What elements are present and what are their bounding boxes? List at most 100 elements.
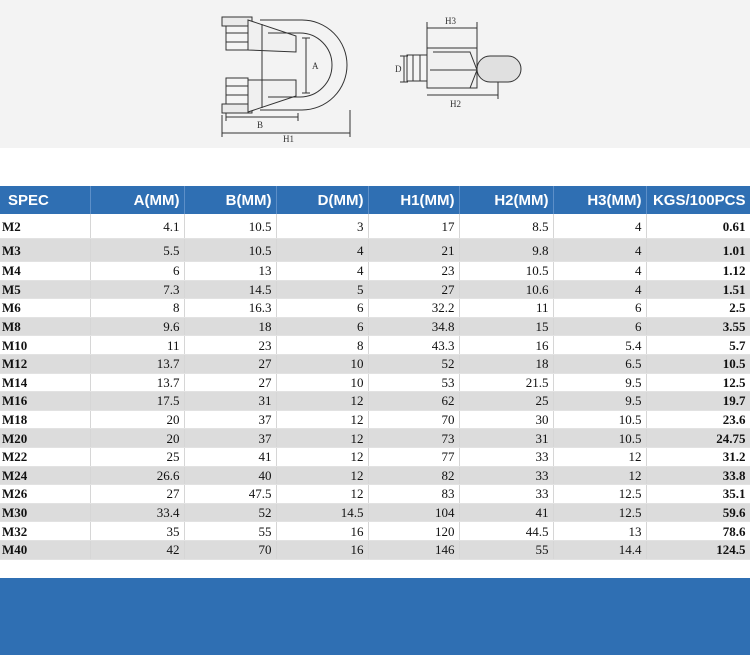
cell-weight: 0.61 [646,214,750,239]
cell-h1: 83 [368,484,460,504]
cell-h2: 33 [459,466,554,486]
cell-h2: 30 [459,410,554,430]
cell-h1: 32.2 [368,298,460,318]
cell-d: 6 [276,317,369,337]
cell-b: 47.5 [184,484,277,504]
cell-spec: M2 [0,214,91,239]
cell-h3: 10.5 [553,410,647,430]
cell-h3: 4 [553,280,647,300]
cell-h1: 62 [368,391,460,411]
cell-d: 16 [276,540,369,560]
cell-b: 52 [184,503,277,523]
cell-a: 20 [90,428,185,448]
table-row: M18 20 37 12 70 30 10.5 23.6 [0,410,750,430]
cell-b: 27 [184,373,277,393]
cell-h2: 25 [459,391,554,411]
cell-h2: 31 [459,428,554,448]
label-a: A [312,61,319,71]
cell-weight: 35.1 [646,484,750,504]
cell-weight: 78.6 [646,521,750,541]
cell-a: 13.7 [90,354,185,374]
cell-spec: M30 [0,503,91,523]
cell-a: 25 [90,447,185,467]
cell-h1: 146 [368,540,460,560]
side-view [400,22,522,99]
cell-d: 6 [276,298,369,318]
header-h3: H3(MM) [553,186,647,214]
cell-h1: 52 [368,354,460,374]
cell-h3: 5.4 [553,335,647,355]
cell-b: 10.5 [184,238,277,262]
cell-spec: M16 [0,391,91,411]
cell-h1: 27 [368,280,460,300]
cell-a: 11 [90,335,185,355]
label-h2: H2 [450,99,461,109]
cell-h1: 34.8 [368,317,460,337]
cell-weight: 23.6 [646,410,750,430]
cell-h2: 8.5 [459,214,554,239]
cell-a: 7.3 [90,280,185,300]
cell-h2: 11 [459,298,554,318]
cell-weight: 59.6 [646,503,750,523]
cell-b: 23 [184,335,277,355]
cell-weight: 19.7 [646,391,750,411]
table-row: M12 13.7 27 10 52 18 6.5 10.5 [0,354,750,374]
specification-table: SPEC A(MM) B(MM) D(MM) H1(MM) H2(MM) H3(… [0,186,750,560]
cell-h1: 17 [368,214,460,239]
cell-b: 70 [184,540,277,560]
cell-h3: 12.5 [553,503,647,523]
cell-h3: 4 [553,238,647,262]
cell-h2: 15 [459,317,554,337]
cell-h3: 12 [553,466,647,486]
cell-h2: 18 [459,354,554,374]
front-view [221,16,351,137]
table-row: M3 5.5 10.5 4 21 9.8 4 1.01 [0,238,750,262]
cell-d: 12 [276,428,369,448]
cell-weight: 5.7 [646,335,750,355]
cell-d: 10 [276,373,369,393]
cell-h3: 10.5 [553,428,647,448]
table-row: M4 6 13 4 23 10.5 4 1.12 [0,261,750,281]
cell-spec: M24 [0,466,91,486]
cell-h1: 120 [368,521,460,541]
wire-rope-clip-drawing: A B H1 D H3 H2 [221,16,522,144]
cell-d: 12 [276,466,369,486]
cell-h1: 70 [368,410,460,430]
table-row: M16 17.5 31 12 62 25 9.5 19.7 [0,391,750,411]
cell-h1: 104 [368,503,460,523]
label-h3: H3 [445,16,456,26]
cell-h3: 4 [553,214,647,239]
cell-a: 5.5 [90,238,185,262]
cell-d: 10 [276,354,369,374]
header-d: D(MM) [276,186,369,214]
label-d: D [395,64,402,74]
spacer [0,148,750,186]
cell-weight: 33.8 [646,466,750,486]
cell-b: 41 [184,447,277,467]
cell-a: 35 [90,521,185,541]
cell-b: 37 [184,410,277,430]
table-row: M6 8 16.3 6 32.2 11 6 2.5 [0,298,750,318]
cell-d: 14.5 [276,503,369,523]
cell-h3: 12.5 [553,484,647,504]
table-row: M10 11 23 8 43.3 16 5.4 5.7 [0,335,750,355]
cell-d: 16 [276,521,369,541]
table-row: M30 33.4 52 14.5 104 41 12.5 59.6 [0,503,750,523]
cell-spec: M8 [0,317,91,337]
cell-a: 6 [90,261,185,281]
table-row: M14 13.7 27 10 53 21.5 9.5 12.5 [0,373,750,393]
cell-spec: M12 [0,354,91,374]
cell-weight: 24.75 [646,428,750,448]
table-row: M32 35 55 16 120 44.5 13 78.6 [0,521,750,541]
table-row: M5 7.3 14.5 5 27 10.6 4 1.51 [0,280,750,300]
cell-h3: 6 [553,317,647,337]
cell-d: 12 [276,447,369,467]
cell-spec: M22 [0,447,91,467]
cell-spec: M4 [0,261,91,281]
cell-b: 40 [184,466,277,486]
cell-d: 12 [276,391,369,411]
table-body: M2 4.1 10.5 3 17 8.5 4 0.61 M3 5.5 10.5 4 21 9.8 4 1.01… [0,214,750,560]
cell-a: 4.1 [90,214,185,239]
cell-a: 26.6 [90,466,185,486]
cell-spec: M20 [0,428,91,448]
